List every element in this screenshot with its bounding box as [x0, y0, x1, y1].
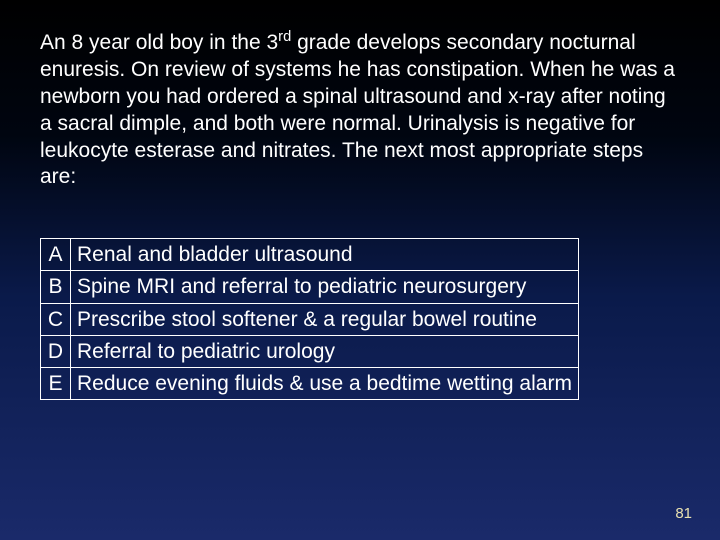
answer-text: Spine MRI and referral to pediatric neur… — [71, 271, 579, 303]
question-text: An 8 year old boy in the 3rd grade devel… — [40, 30, 680, 191]
answer-text: Renal and bladder ultrasound — [71, 239, 579, 271]
table-row: E Reduce evening fluids & use a bedtime … — [41, 368, 579, 400]
table-row: A Renal and bladder ultrasound — [41, 239, 579, 271]
answer-letter: A — [41, 239, 71, 271]
answers-table: A Renal and bladder ultrasound B Spine M… — [40, 238, 579, 400]
answer-letter: D — [41, 335, 71, 367]
answer-letter: C — [41, 303, 71, 335]
answer-letter: E — [41, 368, 71, 400]
answer-text: Referral to pediatric urology — [71, 335, 579, 367]
table-row: B Spine MRI and referral to pediatric ne… — [41, 271, 579, 303]
answer-text: Prescribe stool softener & a regular bow… — [71, 303, 579, 335]
page-number: 81 — [675, 505, 692, 522]
answer-text: Reduce evening fluids & use a bedtime we… — [71, 368, 579, 400]
table-row: D Referral to pediatric urology — [41, 335, 579, 367]
table-row: C Prescribe stool softener & a regular b… — [41, 303, 579, 335]
answer-letter: B — [41, 271, 71, 303]
